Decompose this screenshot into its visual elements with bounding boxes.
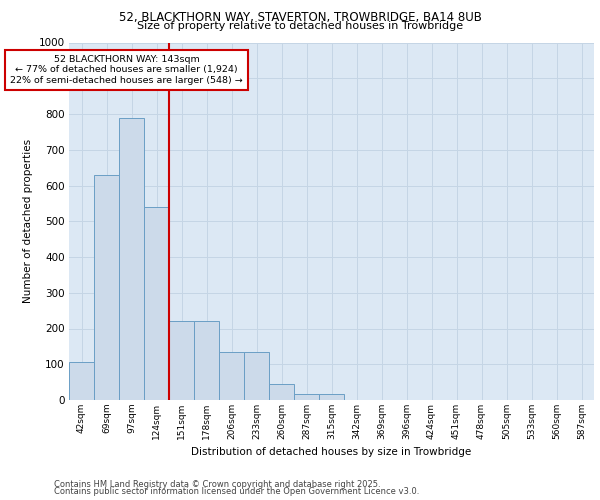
Text: 52, BLACKTHORN WAY, STAVERTON, TROWBRIDGE, BA14 8UB: 52, BLACKTHORN WAY, STAVERTON, TROWBRIDG… (119, 11, 481, 24)
Bar (94, 175, 119, 400)
Bar (169, 322, 194, 400)
Bar (219, 352, 244, 400)
Bar (69, 362, 94, 400)
Text: Contains public sector information licensed under the Open Government Licence v3: Contains public sector information licen… (54, 488, 419, 496)
Text: Contains HM Land Registry data © Crown copyright and database right 2025.: Contains HM Land Registry data © Crown c… (54, 480, 380, 489)
Bar (294, 394, 319, 400)
Bar (244, 352, 269, 400)
Bar (119, 118, 144, 400)
Bar (194, 322, 219, 400)
Y-axis label: Number of detached properties: Number of detached properties (23, 139, 33, 304)
Bar (269, 384, 294, 400)
Bar (319, 394, 344, 400)
Text: 52 BLACKTHORN WAY: 143sqm
← 77% of detached houses are smaller (1,924)
22% of se: 52 BLACKTHORN WAY: 143sqm ← 77% of detac… (10, 55, 243, 85)
X-axis label: Distribution of detached houses by size in Trowbridge: Distribution of detached houses by size … (191, 448, 472, 458)
Bar (144, 207, 169, 400)
Text: Size of property relative to detached houses in Trowbridge: Size of property relative to detached ho… (137, 21, 463, 31)
